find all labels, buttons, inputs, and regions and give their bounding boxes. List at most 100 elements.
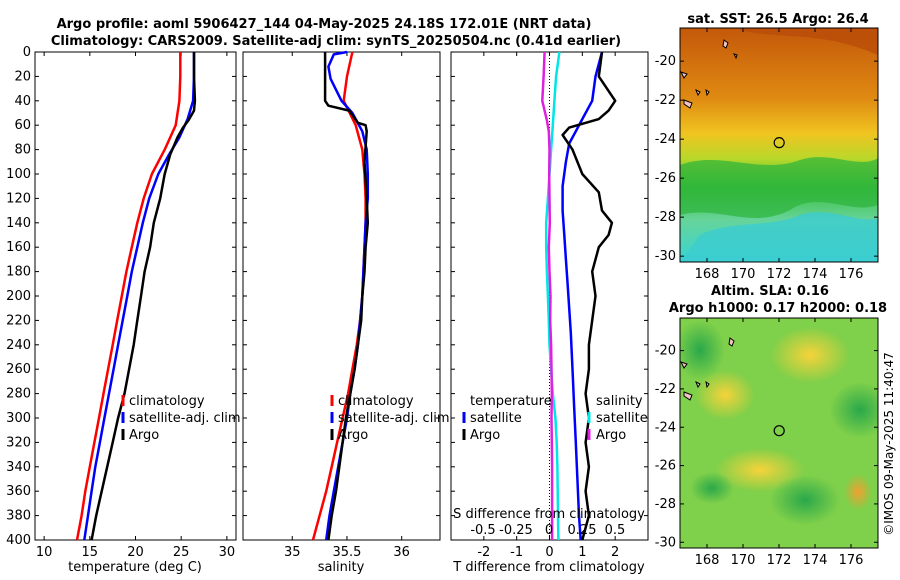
x-tick-label: 30 <box>219 545 236 560</box>
y-tick-label: 80 <box>14 143 31 158</box>
sst-map-panel: sat. SST: 26.5 Argo: 26.4 -20-22-24-26-2… <box>655 12 879 282</box>
x-tick-label: 168 <box>695 267 720 282</box>
y-tick-label: -22 <box>655 382 676 397</box>
island-icon <box>680 39 738 109</box>
top-tick-label: 0.25 <box>568 523 597 538</box>
sst-xticks: 168 170 172 174 176 <box>695 28 864 282</box>
temperature-legend: climatology satellite-adj. clim Argo <box>121 394 241 443</box>
x-tick-label: 170 <box>731 553 756 568</box>
sla-low-patch <box>770 475 840 525</box>
legend-satellite-label: satellite-adj. clim <box>129 411 241 426</box>
legend-satellite-label: satellite-adj. clim <box>338 411 450 426</box>
x-tick-label: -1 <box>510 545 523 560</box>
y-tick-label: 0 <box>23 45 31 60</box>
sla-map-panel: Altim. SLA: 0.16 Argo h1000: 0.17 h2000:… <box>655 284 887 568</box>
salinity-xlabel: salinity <box>318 560 365 575</box>
temperature-series <box>75 52 197 541</box>
y-tick-label: 120 <box>6 191 31 206</box>
x-tick-label: 174 <box>803 267 828 282</box>
y-tick-label: -28 <box>655 210 676 225</box>
x-tick-label: 35.5 <box>332 545 361 560</box>
legend-satellite-label: satellite <box>470 411 522 426</box>
x-tick-label: 176 <box>839 553 864 568</box>
sla-high-patch <box>695 370 755 420</box>
salinity-series <box>311 50 370 541</box>
salinity-xticks: 35 35.5 36 <box>284 52 410 560</box>
sla-high-patch <box>770 327 850 383</box>
salinity-legend: climatology satellite-adj. clim Argo <box>330 394 450 443</box>
y-tick-label: -24 <box>655 420 676 435</box>
y-tick-label: 160 <box>6 240 31 255</box>
temperature-panel: 0 20 40 60 80 100 120 140 160 180 200 220 240 260 280 3… <box>6 45 240 575</box>
sla-map-title-1: Altim. SLA: 0.16 <box>711 284 829 299</box>
x-tick-label: 168 <box>695 553 720 568</box>
y-tick-label: 40 <box>14 94 31 109</box>
difference-xlabel-top: S difference from climatology <box>453 507 645 522</box>
x-tick-label: 2 <box>611 545 619 560</box>
y-tick-label: -20 <box>655 344 676 359</box>
y-tick-label: -28 <box>655 497 676 512</box>
series-line-temperature-argo <box>561 51 617 541</box>
y-tick-label: 320 <box>6 435 31 450</box>
y-tick-label: 20 <box>14 69 31 84</box>
x-tick-label: 176 <box>839 267 864 282</box>
legend-argo-label: Argo <box>129 428 159 443</box>
y-tick-label: 260 <box>6 362 31 377</box>
y-tick-label: 240 <box>6 338 31 353</box>
x-tick-label: 10 <box>36 545 53 560</box>
y-tick-label: 300 <box>6 411 31 426</box>
y-tick-label: 200 <box>6 289 31 304</box>
title-line-2: Climatology: CARS2009. Satellite-adj cli… <box>51 34 621 49</box>
y-tick-label: 180 <box>6 265 31 280</box>
legend-title-salinity: salinity <box>596 394 643 409</box>
sla-peak-patch <box>844 474 872 510</box>
legend-title-temperature: temperature <box>470 394 552 409</box>
difference-series <box>541 51 617 541</box>
temperature-xticks: 10 15 20 25 30 <box>36 52 235 560</box>
temperature-xlabel: temperature (deg C) <box>68 560 202 575</box>
sst-map-title: sat. SST: 26.5 Argo: 26.4 <box>687 12 868 27</box>
y-tick-label: 220 <box>6 313 31 328</box>
y-tick-label: -26 <box>655 459 676 474</box>
x-tick-label: 1 <box>578 545 586 560</box>
sst-cool-patch <box>680 212 878 262</box>
x-tick-label: 25 <box>173 545 190 560</box>
y-tick-label: 280 <box>6 387 31 402</box>
sst-warm-patch <box>740 28 878 55</box>
y-tick-label: 360 <box>6 484 31 499</box>
y-tick-label: 380 <box>6 509 31 524</box>
y-tick-label: 400 <box>6 533 31 548</box>
sst-yticks: -20 -22 -24 -26 -28 -30 <box>655 54 878 264</box>
legend-climatology-label: climatology <box>338 394 414 409</box>
series-line-climatology <box>75 52 182 541</box>
legend-argo-label: Argo <box>596 428 626 443</box>
legend-argo-label: Argo <box>470 428 500 443</box>
series-line-argo <box>90 52 197 541</box>
salinity-yticks <box>243 51 440 541</box>
top-tick-label: -0.25 <box>499 523 533 538</box>
temperature-diff-legend: temperature satellite Argo <box>462 394 552 443</box>
x-tick-label: 170 <box>731 267 756 282</box>
x-tick-label: 36 <box>393 545 410 560</box>
top-tick-label: 0 <box>545 523 553 538</box>
salinity-panel: 35 35.5 36 salinity climatology satellite-… <box>242 50 450 575</box>
sla-yticks: -20 -22 -24 -26 -28 -30 <box>655 344 878 550</box>
difference-xlabel: T difference from climatology <box>452 560 645 575</box>
legend-satellite-label: satellite <box>596 411 648 426</box>
sla-xticks: 168 170 172 174 176 <box>695 318 864 568</box>
x-tick-label: 20 <box>127 545 144 560</box>
series-line-satellite-adj-clim <box>83 52 196 541</box>
x-tick-label: 35 <box>284 545 301 560</box>
title-line-1: Argo profile: aoml 5906427_144 04-May-20… <box>57 17 592 32</box>
sst-front-green <box>680 157 878 219</box>
difference-xticks: -2 -1 0 1 2 <box>451 51 648 560</box>
y-tick-label: -30 <box>655 535 676 550</box>
top-tick-label: -0.5 <box>470 523 495 538</box>
x-tick-label: 174 <box>803 553 828 568</box>
sla-heatmap <box>680 318 878 548</box>
y-tick-label: 340 <box>6 460 31 475</box>
x-tick-label: -2 <box>477 545 490 560</box>
series-line-salinity-satellite <box>544 51 561 541</box>
temperature-axes-box <box>34 51 237 541</box>
